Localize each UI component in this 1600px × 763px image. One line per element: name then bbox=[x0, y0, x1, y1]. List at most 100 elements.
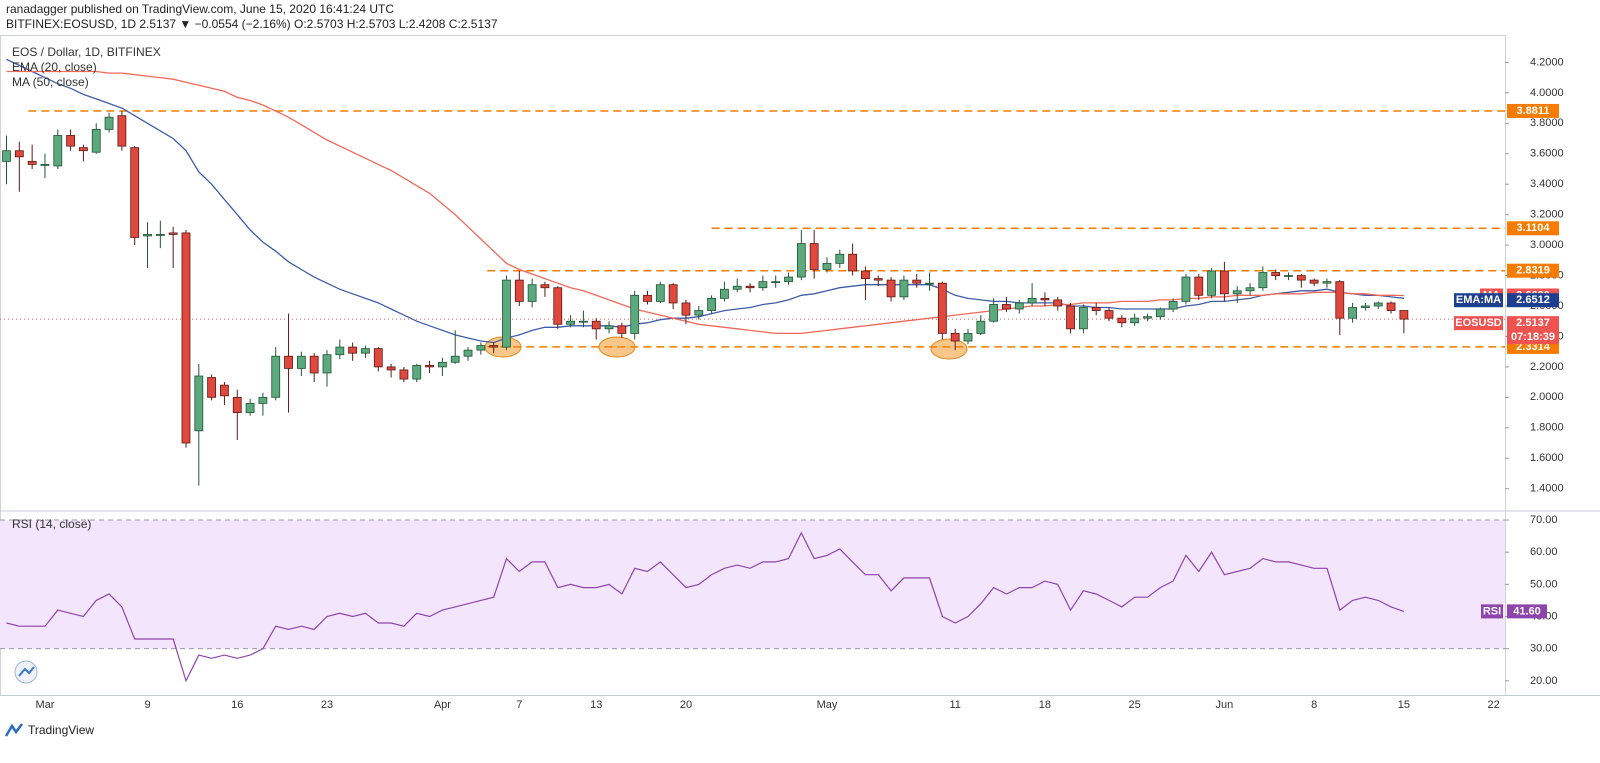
candle-body bbox=[296, 355, 306, 369]
last-name: EMA:MA bbox=[1456, 294, 1501, 306]
candle-body bbox=[1271, 272, 1281, 276]
x-tick-label: 9 bbox=[144, 699, 150, 711]
level-label: 3.1104 bbox=[1516, 222, 1550, 234]
candle-body bbox=[117, 115, 127, 147]
candle-body bbox=[912, 279, 922, 284]
candle-body bbox=[1399, 310, 1409, 320]
candle-body bbox=[796, 243, 806, 278]
candle-body bbox=[694, 310, 704, 316]
candle-body bbox=[835, 253, 845, 264]
x-tick-label: Apr bbox=[434, 699, 451, 711]
candle-body bbox=[579, 320, 588, 323]
level-tag bbox=[1507, 103, 1559, 118]
candle-body bbox=[309, 355, 319, 374]
candle-body bbox=[1078, 307, 1088, 330]
last-name-tag bbox=[1454, 293, 1503, 308]
level-label: 3.8811 bbox=[1516, 105, 1549, 117]
y-tick-label: 3.2000 bbox=[1530, 209, 1564, 221]
last-value: 2.6512 bbox=[1516, 294, 1550, 306]
candle-body bbox=[168, 232, 178, 235]
candle-body bbox=[130, 147, 140, 238]
x-tick-label: 16 bbox=[231, 699, 243, 711]
candle-body bbox=[1066, 305, 1075, 330]
last-name-tag bbox=[1454, 316, 1503, 331]
level-tag bbox=[1507, 221, 1559, 236]
level-tag bbox=[1507, 263, 1559, 278]
rsi-value: 41.60 bbox=[1513, 605, 1541, 617]
candle-body bbox=[91, 128, 101, 153]
candle-body bbox=[104, 116, 114, 130]
y-tick-label: 4.0000 bbox=[1530, 87, 1564, 99]
candle-body bbox=[53, 135, 63, 167]
candle-body bbox=[194, 375, 204, 432]
rsi-y-tick-label: 60.00 bbox=[1530, 546, 1558, 558]
candle-body bbox=[1373, 302, 1383, 307]
y-tick-label: 3.4000 bbox=[1530, 178, 1564, 190]
candle-body bbox=[27, 160, 37, 165]
price-panel bbox=[0, 58, 1509, 490]
candle-body bbox=[809, 243, 819, 270]
x-tick-label: 22 bbox=[1487, 699, 1499, 711]
x-tick-label: 18 bbox=[1039, 699, 1051, 711]
x-tick-label: 11 bbox=[949, 699, 960, 711]
candle-body bbox=[937, 282, 947, 334]
candle-body bbox=[258, 396, 268, 404]
rsi-name-tag bbox=[1481, 604, 1503, 619]
candle-body bbox=[271, 355, 281, 398]
candle-body bbox=[66, 135, 75, 147]
candle-body bbox=[1002, 304, 1011, 310]
candle-body bbox=[40, 164, 50, 166]
candle-body bbox=[1232, 290, 1242, 295]
candle-body bbox=[1220, 270, 1229, 295]
y-tick-label: 3.0000 bbox=[1530, 239, 1564, 251]
x-tick-label: 15 bbox=[1398, 699, 1410, 711]
candle-body bbox=[976, 320, 986, 334]
candle-body bbox=[707, 297, 716, 311]
candle-body bbox=[463, 349, 473, 357]
candle-body bbox=[1014, 302, 1024, 310]
candle-body bbox=[655, 284, 665, 302]
rsi-value-tag bbox=[1507, 604, 1547, 619]
rsi-band bbox=[0, 520, 1505, 649]
candle-body bbox=[873, 278, 883, 281]
footer-logo bbox=[4, 723, 23, 737]
candle-body bbox=[848, 253, 858, 272]
candle-body bbox=[668, 284, 678, 304]
candle-body bbox=[630, 294, 640, 334]
candle-body bbox=[720, 288, 729, 299]
rsi-panel bbox=[0, 519, 1509, 683]
x-tick-label: 25 bbox=[1129, 699, 1141, 711]
candle-body bbox=[925, 282, 934, 285]
rsi-y-tick-label: 20.00 bbox=[1530, 675, 1558, 687]
labels: ranadagger published on TradingView.com,… bbox=[4, 2, 1564, 737]
y-tick-label: 4.2000 bbox=[1530, 56, 1564, 68]
rsi-y-tick-label: 50.00 bbox=[1530, 578, 1558, 590]
x-tick-label: 8 bbox=[1311, 699, 1317, 711]
level-label: 2.8319 bbox=[1516, 265, 1550, 277]
candle-body bbox=[232, 396, 242, 413]
candle-body bbox=[79, 147, 88, 152]
x-tick-label: 20 bbox=[680, 699, 692, 711]
x-tick-label: 23 bbox=[321, 699, 333, 711]
candle-body bbox=[181, 232, 191, 444]
candle-body bbox=[540, 284, 550, 289]
candle-body bbox=[502, 279, 511, 348]
candle-body bbox=[771, 281, 781, 284]
rsi-legend: RSI (14, close) bbox=[12, 517, 91, 531]
rsi-name: RSI bbox=[1483, 605, 1501, 617]
candle-body bbox=[963, 332, 973, 342]
candle-body bbox=[1284, 275, 1293, 277]
candle-body bbox=[1348, 307, 1357, 319]
logo-badge bbox=[14, 660, 38, 684]
candle-body bbox=[732, 285, 742, 290]
candle-body bbox=[386, 366, 396, 371]
candle-body bbox=[155, 234, 165, 236]
candle-body bbox=[1386, 302, 1396, 311]
y-tick-label: 1.4000 bbox=[1530, 483, 1564, 495]
candle-body bbox=[784, 276, 793, 283]
candle-body bbox=[886, 279, 896, 298]
candle-body bbox=[950, 332, 960, 342]
candle-body bbox=[822, 262, 832, 270]
candle-body bbox=[604, 325, 614, 330]
